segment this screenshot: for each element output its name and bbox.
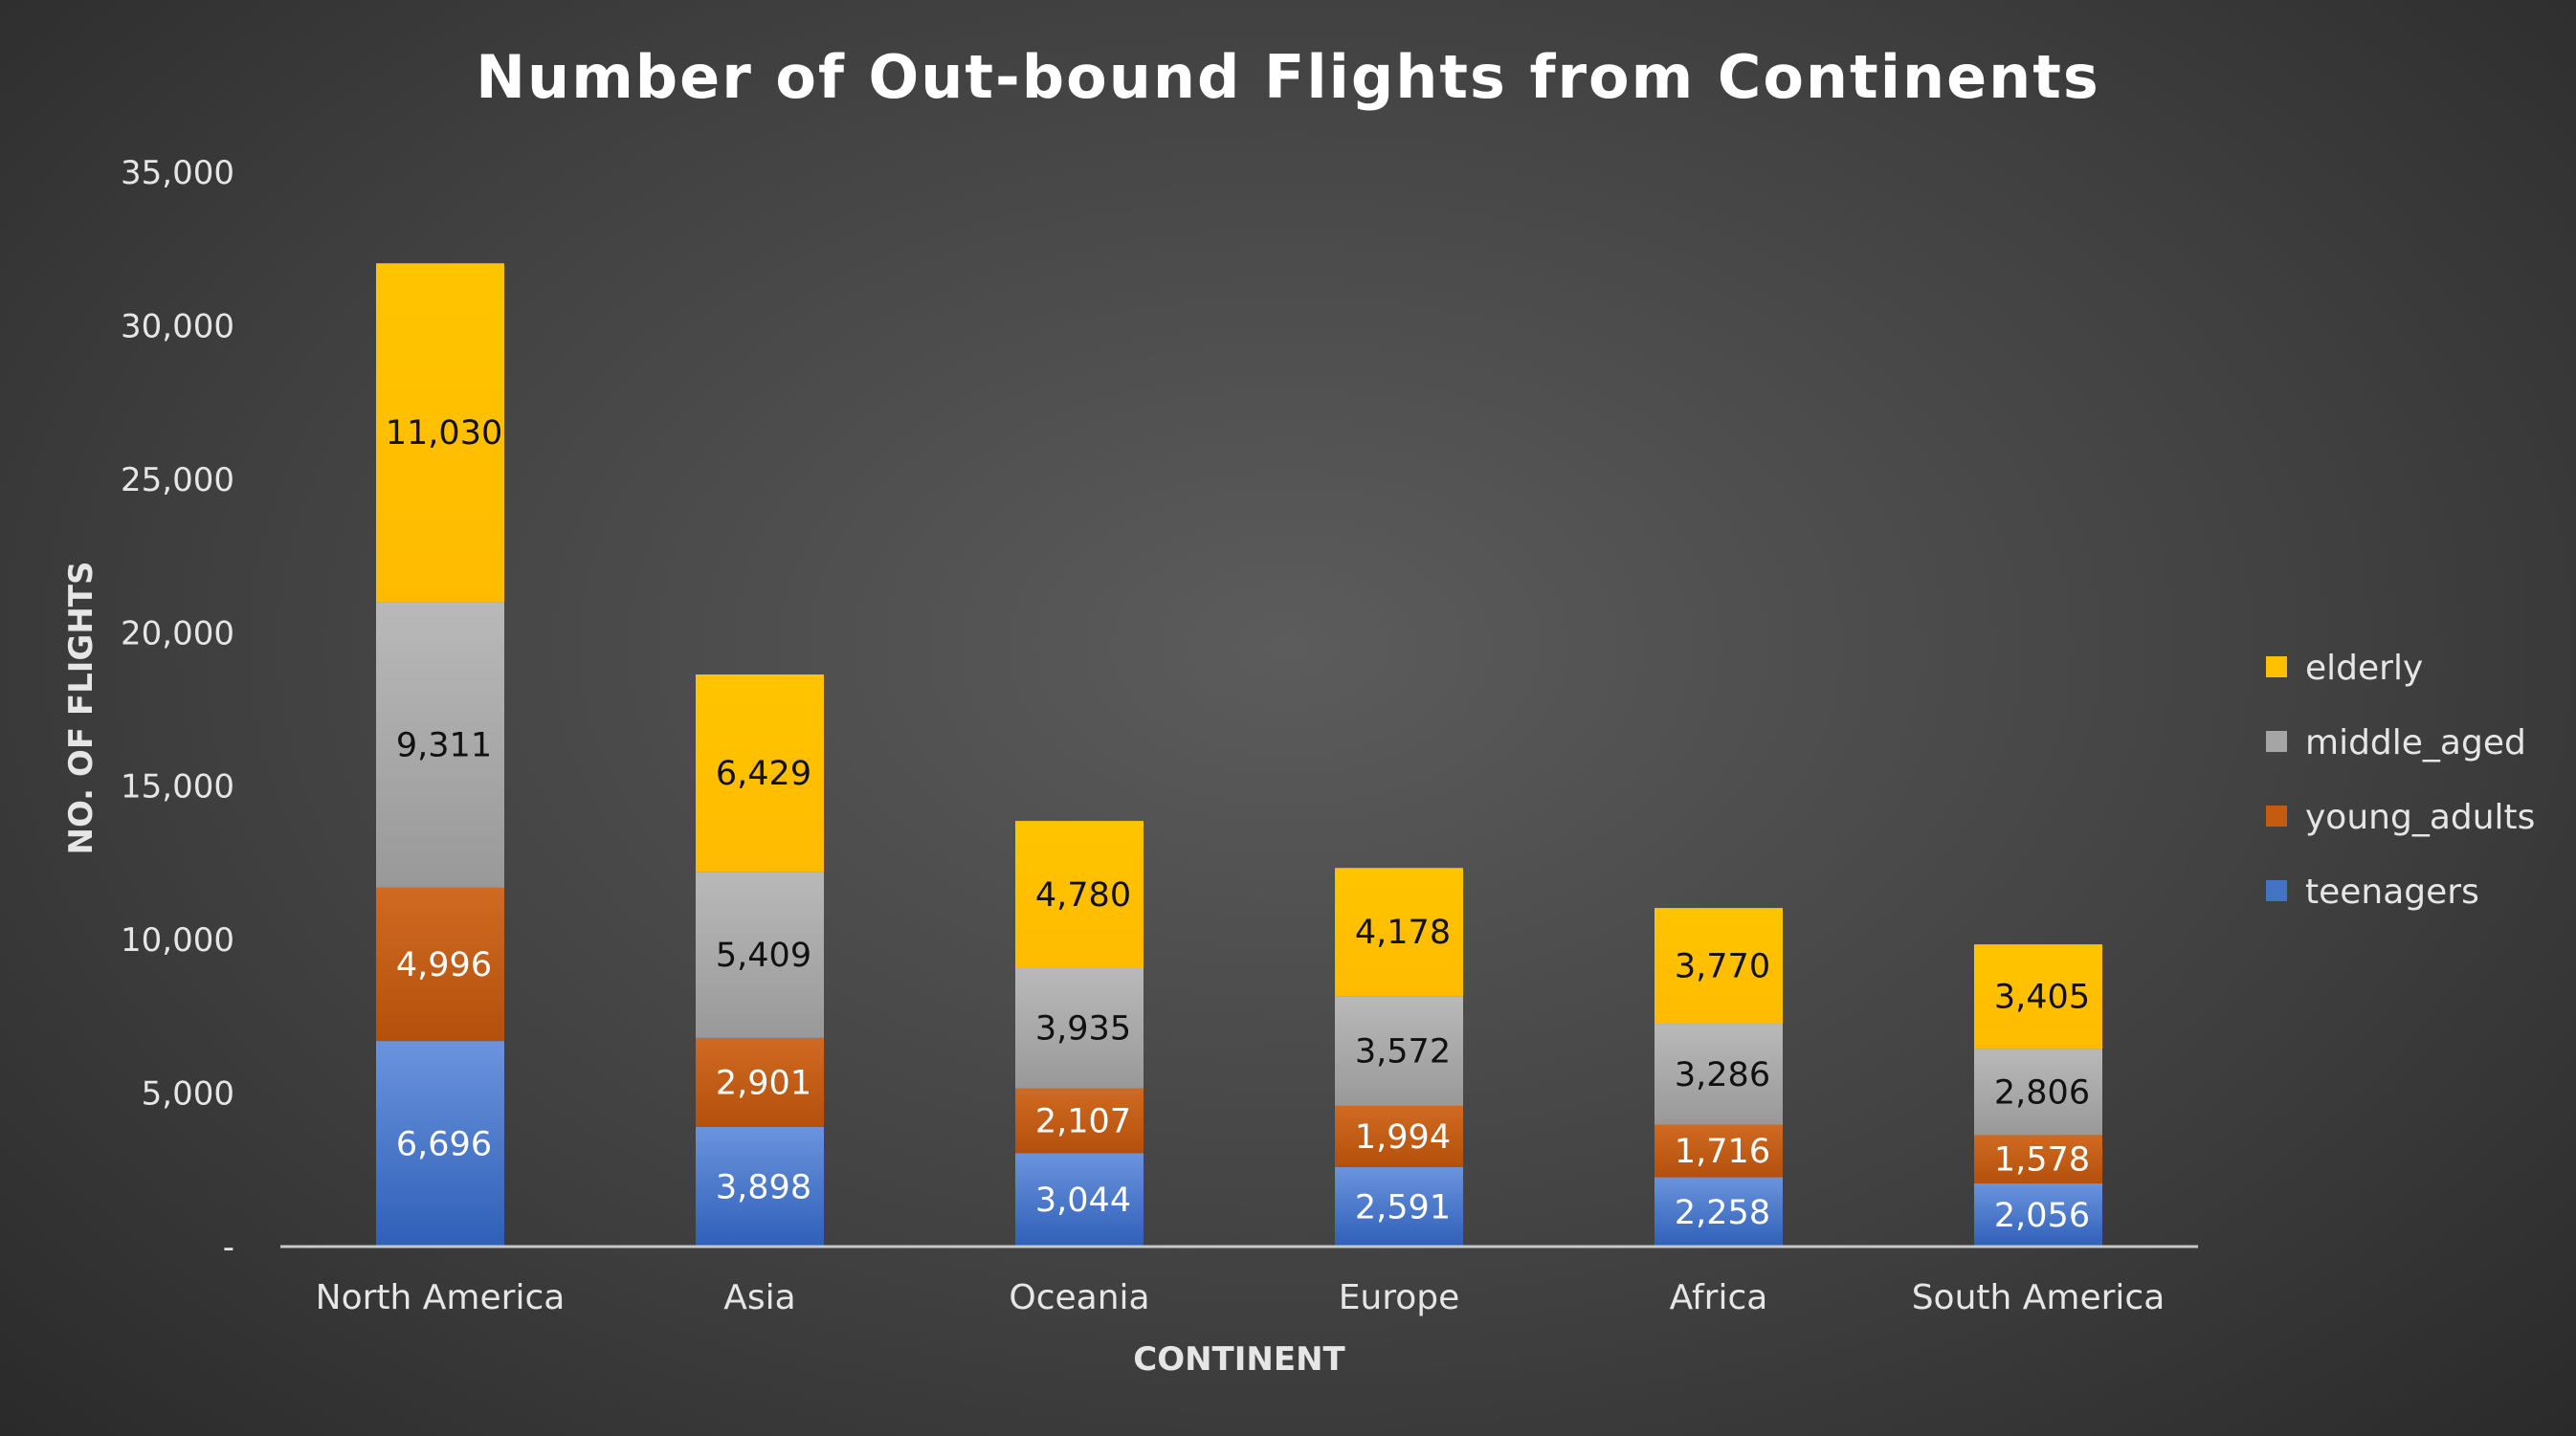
bar-segment-elderly	[1654, 908, 1783, 1025]
x-category-label: Oceania	[1009, 1278, 1149, 1317]
chart-title: Number of Out-bound Flights from Contine…	[476, 42, 2100, 112]
x-category-label: Europe	[1339, 1278, 1460, 1317]
bar-stack: 3,898 2,901 5,409 6,429	[696, 674, 824, 1247]
y-tick-label: -	[223, 1228, 234, 1267]
data-label: 4,178	[1355, 914, 1451, 952]
data-label: 6,696	[396, 1126, 492, 1164]
x-category-label: Asia	[723, 1278, 795, 1317]
data-label: 2,806	[1994, 1073, 2090, 1112]
data-label: 3,898	[716, 1168, 811, 1206]
legend-item-middle_aged: middle_aged	[2266, 723, 2526, 762]
data-label: 3,572	[1355, 1033, 1451, 1071]
bar-segment-young_adults	[1654, 1124, 1783, 1178]
legend-swatch	[2266, 731, 2287, 752]
bar-stack: 3,044 2,107 3,935 4,780	[1015, 821, 1144, 1247]
legend: elderly middle_aged young_adults teenagers	[2266, 649, 2535, 912]
bar-segment-elderly	[1015, 821, 1144, 968]
legend-item-elderly: elderly	[2266, 649, 2423, 688]
data-label: 2,901	[716, 1064, 811, 1102]
bar-segment-young_adults	[696, 1037, 824, 1127]
bar-segment-middle_aged	[696, 872, 824, 1038]
bar-stack: 6,696 4,996 9,311 11,030	[376, 263, 504, 1247]
legend-item-young_adults: young_adults	[2266, 798, 2535, 837]
data-label: 1,578	[1994, 1141, 2090, 1180]
data-label: 4,780	[1035, 876, 1131, 915]
legend-label: middle_aged	[2305, 723, 2526, 762]
legend-label: young_adults	[2305, 798, 2535, 837]
data-label: 4,996	[396, 946, 492, 984]
bar-stack: 2,056 1,578 2,806 3,405	[1974, 944, 2102, 1247]
data-label: 2,591	[1355, 1188, 1451, 1226]
x-axis-categories: North America Asia Oceania Europe Africa Sout…	[316, 1278, 2165, 1317]
bar-segment-teenagers	[1335, 1166, 1463, 1247]
data-label: 2,258	[1675, 1194, 1770, 1232]
y-tick-label: 25,000	[121, 461, 234, 499]
y-tick-label: 10,000	[121, 921, 234, 960]
bar-segment-young_adults	[1974, 1135, 2102, 1184]
data-label: 3,286	[1675, 1056, 1770, 1094]
data-label: 11,030	[386, 414, 502, 453]
data-label: 3,770	[1675, 948, 1770, 986]
bar-segment-elderly	[1335, 868, 1463, 997]
data-label: 2,107	[1035, 1103, 1131, 1141]
bar-segment-young_adults	[1015, 1088, 1144, 1154]
bar-segment-teenagers	[376, 1041, 504, 1247]
data-label: 5,409	[716, 937, 811, 975]
x-category-label: South America	[1912, 1278, 2165, 1317]
bar-segment-elderly	[696, 674, 824, 873]
bar-segment-middle_aged	[1974, 1049, 2102, 1136]
bar-stack: 2,258 1,716 3,286 3,770	[1654, 908, 1783, 1247]
legend-swatch	[2266, 656, 2287, 677]
legend-swatch	[2266, 880, 2287, 901]
x-category-label: Africa	[1670, 1278, 1768, 1317]
y-tick-label: 35,000	[121, 154, 234, 192]
bar-segment-teenagers	[696, 1126, 824, 1247]
bar-stack: 2,591 1,994 3,572 4,178	[1335, 868, 1463, 1247]
data-label: 3,935	[1035, 1010, 1131, 1049]
legend-label: teenagers	[2305, 873, 2479, 912]
bar-segment-middle_aged	[1335, 996, 1463, 1106]
y-axis-title: NO. OF FLIGHTS	[62, 562, 100, 855]
x-axis-title: CONTINENT	[1133, 1340, 1345, 1379]
data-label: 3,044	[1035, 1182, 1131, 1220]
bar-segment-elderly	[376, 263, 504, 603]
bar-segment-elderly	[1974, 944, 2102, 1049]
bars: 6,696 4,996 9,311 11,030 3,898 2,901 5,409 6,42…	[376, 263, 2102, 1247]
bar-segment-young_adults	[376, 887, 504, 1042]
y-tick-label: 5,000	[142, 1075, 234, 1114]
data-label: 1,994	[1355, 1118, 1451, 1157]
data-label: 1,716	[1675, 1133, 1770, 1171]
data-label: 9,311	[396, 726, 492, 764]
bar-segment-teenagers	[1654, 1177, 1783, 1247]
bar-segment-middle_aged	[376, 602, 504, 888]
legend-label: elderly	[2305, 649, 2423, 688]
bar-segment-middle_aged	[1654, 1024, 1783, 1125]
legend-swatch	[2266, 806, 2287, 827]
data-label: 6,429	[716, 755, 811, 793]
y-tick-label: 20,000	[121, 614, 234, 652]
bar-segment-young_adults	[1335, 1105, 1463, 1167]
bar-segment-teenagers	[1015, 1153, 1144, 1247]
x-category-label: North America	[316, 1278, 566, 1317]
bar-segment-middle_aged	[1015, 967, 1144, 1089]
bar-segment-teenagers	[1974, 1183, 2102, 1247]
y-tick-label: 15,000	[121, 768, 234, 806]
data-label: 2,056	[1994, 1197, 2090, 1235]
data-label: 3,405	[1994, 979, 2090, 1017]
legend-item-teenagers: teenagers	[2266, 873, 2479, 912]
y-tick-label: 30,000	[121, 307, 234, 345]
y-axis-ticks: - 5,000 10,000 15,000 20,000 25,000 30,000 35,0…	[121, 154, 234, 1267]
